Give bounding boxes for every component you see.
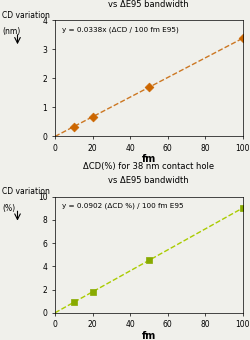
Point <box>72 300 76 305</box>
Text: vs ΔE95 bandwidth: vs ΔE95 bandwidth <box>108 176 189 185</box>
Text: y = 0.0338x (ΔCD / 100 fm E95): y = 0.0338x (ΔCD / 100 fm E95) <box>62 26 179 33</box>
Point <box>90 289 94 294</box>
Text: (%): (%) <box>2 204 16 213</box>
Point <box>147 85 151 90</box>
Text: ΔCD(%) for 38 nm contact hole: ΔCD(%) for 38 nm contact hole <box>83 162 214 171</box>
Point <box>240 205 244 211</box>
Point <box>147 258 151 263</box>
Text: vs ΔE95 bandwidth: vs ΔE95 bandwidth <box>108 0 189 9</box>
Point <box>240 36 244 41</box>
Point <box>72 124 76 129</box>
Text: (nm): (nm) <box>2 27 21 36</box>
Text: y = 0.0902 (ΔCD %) / 100 fm E95: y = 0.0902 (ΔCD %) / 100 fm E95 <box>62 203 184 209</box>
Text: CD variation: CD variation <box>2 187 50 197</box>
Point <box>90 114 94 120</box>
Text: CD variation: CD variation <box>2 11 50 20</box>
X-axis label: fm: fm <box>142 154 156 165</box>
X-axis label: fm: fm <box>142 331 156 340</box>
